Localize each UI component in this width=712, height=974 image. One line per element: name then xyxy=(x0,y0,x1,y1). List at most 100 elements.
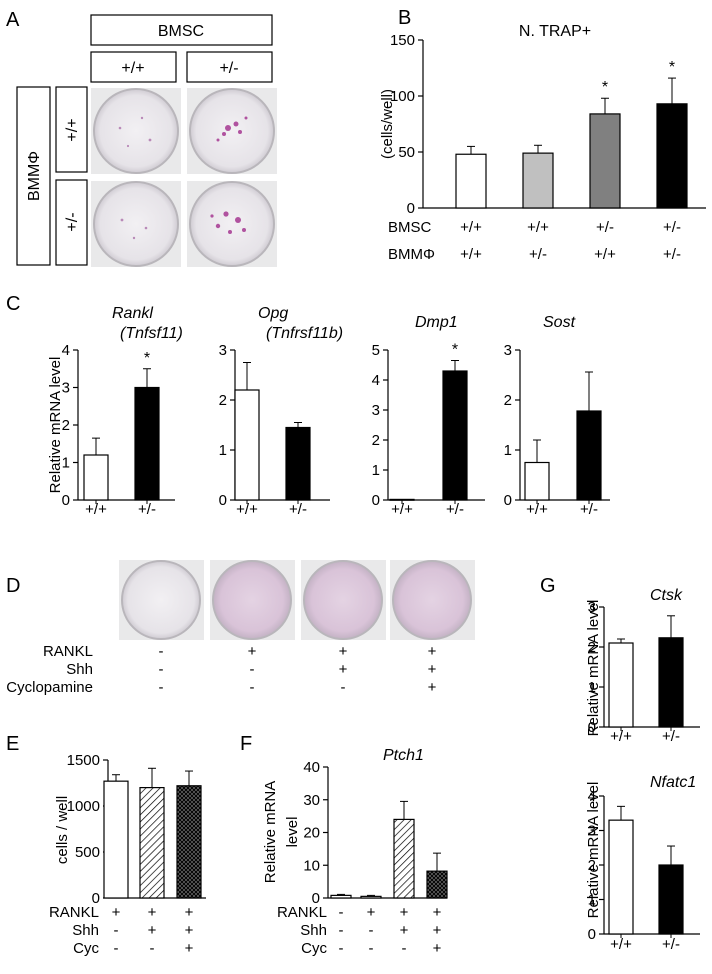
dish-d-1 xyxy=(119,560,204,640)
y-tick-label: 5 xyxy=(372,342,380,359)
condition-value: +/- xyxy=(529,246,547,263)
bmsc-col-box-2 xyxy=(186,51,273,83)
condition-value: +/+ xyxy=(460,246,482,263)
condition-label: BMMΦ xyxy=(388,246,435,263)
d-row-value: + xyxy=(339,643,348,660)
d-row-value: - xyxy=(159,643,164,660)
condition-value: +/+ xyxy=(527,219,549,236)
y-tick-label: 3 xyxy=(219,342,227,359)
d-row-value: - xyxy=(341,679,346,696)
bar xyxy=(658,864,684,935)
condition-label: Shh xyxy=(72,922,99,939)
y-tick-label: 100 xyxy=(390,88,415,105)
condition-label: RANKL xyxy=(277,904,327,921)
condition-value: + xyxy=(367,904,376,921)
y-tick-label: 1 xyxy=(504,442,512,459)
panel-c-ylabel: Relative mRNA level xyxy=(47,357,64,494)
bar xyxy=(522,152,554,209)
chart-title: Ptch1 xyxy=(383,747,424,764)
chart-title: Ctsk xyxy=(650,587,683,604)
bmm-row-label-2: +/- xyxy=(64,212,81,231)
chart-c3: 0 1 2 3 4 5 * +/+ +/- Dmp1 xyxy=(372,314,485,518)
y-tick-label: 1 xyxy=(588,679,596,696)
y-tick-label: 2 xyxy=(588,857,596,874)
panel-b-letter: B xyxy=(398,7,411,29)
condition-value: - xyxy=(402,940,407,957)
significance-mark: * xyxy=(452,342,458,359)
panel-c-letter: C xyxy=(6,293,20,315)
bmsc-col-box-1 xyxy=(90,51,177,83)
x-tick-label: +/+ xyxy=(526,501,548,518)
bar xyxy=(285,426,311,501)
y-tick-label: 20 xyxy=(303,825,320,842)
d-row-value: - xyxy=(250,679,255,696)
y-axis-label-2: level xyxy=(284,817,301,848)
y-tick-label: 0 xyxy=(588,719,596,736)
condition-value: + xyxy=(185,904,194,921)
bar xyxy=(658,637,684,728)
y-tick-label: 4 xyxy=(62,342,70,359)
y-tick-label: 1 xyxy=(372,462,380,479)
d-row-value: + xyxy=(428,679,437,696)
y-tick-label: 3 xyxy=(62,380,70,397)
condition-value: +/+ xyxy=(594,246,616,263)
dish-d-4 xyxy=(390,560,475,640)
panel-d: D RANKL - + + +Shh - - + +Cyclopamine - - - + xyxy=(6,560,475,696)
bar xyxy=(360,895,382,899)
y-tick-label: 500 xyxy=(75,844,100,861)
x-tick-label: +/- xyxy=(446,501,464,518)
y-axis-label: Relative mRNA xyxy=(262,781,279,884)
y-tick-label: 2 xyxy=(62,417,70,434)
d-row-label-0: RANKL xyxy=(43,643,93,660)
bar xyxy=(139,786,165,899)
y-tick-label: 1500 xyxy=(67,752,100,769)
d-row-value: + xyxy=(428,643,437,660)
d-row-label-1: Shh xyxy=(66,661,93,678)
dish-a-1 xyxy=(91,88,181,174)
chart-g1: 0 1 2 3 +/+ +/- Ctsk xyxy=(588,587,700,745)
bar xyxy=(426,870,448,899)
condition-value: + xyxy=(185,940,194,957)
dish-a-3 xyxy=(91,181,181,267)
condition-value: +/+ xyxy=(460,219,482,236)
x-tick-label: +/- xyxy=(138,501,156,518)
panel-f-letter: F xyxy=(240,733,252,755)
chart-c2: 0 1 2 3 +/+ +/- Opg (Tnfrsf11b) xyxy=(219,305,343,518)
x-tick-label: +/+ xyxy=(236,501,258,518)
bar xyxy=(524,461,550,501)
bar xyxy=(576,410,602,501)
condition-value: - xyxy=(339,904,344,921)
y-tick-label: 2 xyxy=(588,639,596,656)
d-row-label-2: Cyclopamine xyxy=(6,679,93,696)
condition-value: +/- xyxy=(663,246,681,263)
condition-value: - xyxy=(114,922,119,939)
panel-a: A BMSC +/+ +/- BMMΦ +/+ +/- xyxy=(6,9,277,267)
condition-label: BMSC xyxy=(388,219,432,236)
y-tick-label: 1000 xyxy=(67,798,100,815)
d-row-value: + xyxy=(248,643,257,660)
condition-value: + xyxy=(148,922,157,939)
condition-value: +/- xyxy=(663,219,681,236)
y-tick-label: 0 xyxy=(219,492,227,509)
y-tick-label: 1 xyxy=(588,892,596,909)
condition-value: - xyxy=(369,940,374,957)
bar xyxy=(103,780,129,899)
dish-a-2 xyxy=(187,88,277,174)
condition-value: + xyxy=(400,904,409,921)
bmsc-col-label-2: +/- xyxy=(219,60,238,77)
condition-label: Shh xyxy=(300,922,327,939)
condition-value: - xyxy=(114,940,119,957)
condition-value: - xyxy=(369,922,374,939)
bar xyxy=(608,819,634,935)
d-row-value: - xyxy=(159,679,164,696)
y-axis-label: (cells/well) xyxy=(379,89,396,159)
bar xyxy=(455,153,487,209)
chart-title: N. TRAP+ xyxy=(519,23,591,40)
dish-a-4 xyxy=(187,181,277,267)
chart-b: B 0 50 100 150 * * N. TRAP+ (cells/well) BMSC +/+ +… xyxy=(379,7,706,263)
condition-label: Cyc xyxy=(73,940,99,957)
panel-d-conditions: RANKL - + + +Shh - - + +Cyclopamine - - - + xyxy=(6,643,436,696)
